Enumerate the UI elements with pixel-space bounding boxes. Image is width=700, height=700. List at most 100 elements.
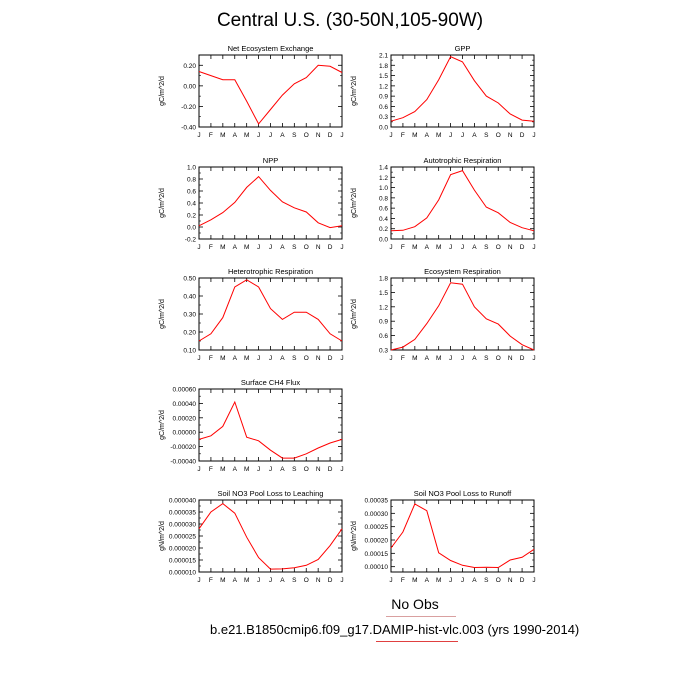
x-tick-label: O: [496, 244, 501, 251]
x-tick-label: O: [496, 355, 501, 362]
x-tick-label: J: [389, 132, 392, 139]
y-tick-label: 0.2: [379, 226, 388, 233]
x-tick-label: N: [508, 244, 513, 251]
x-tick-label: A: [233, 132, 238, 139]
x-tick-label: J: [340, 244, 343, 251]
x-tick-label: F: [209, 577, 213, 584]
y-tick-label: 0.000020: [169, 546, 196, 553]
y-axis-label: gC/m^2/d: [159, 76, 166, 106]
x-tick-label: A: [472, 132, 477, 139]
plot-frame: [198, 166, 343, 240]
legend-no-obs-label: No Obs: [391, 596, 439, 612]
plot-frame: [390, 277, 535, 351]
x-tick-label: J: [340, 132, 343, 139]
y-tick-label: 0.000015: [169, 558, 196, 565]
plot-frame: [198, 499, 343, 573]
y-tick-label: 0.000030: [169, 522, 196, 529]
x-tick-label: N: [316, 577, 321, 584]
x-tick-label: F: [209, 355, 213, 362]
x-tick-label: D: [520, 244, 525, 251]
x-tick-label: O: [304, 466, 309, 473]
y-tick-label: 0.20: [183, 63, 196, 70]
y-tick-label: 0.00030: [365, 511, 389, 518]
series-line: [198, 64, 343, 125]
x-tick-label: J: [389, 577, 392, 584]
y-tick-label: 0.6: [379, 333, 388, 340]
series-line: [390, 503, 535, 569]
x-tick-label: A: [280, 132, 285, 139]
x-tick-label: N: [508, 577, 513, 584]
x-tick-label: D: [328, 244, 333, 251]
x-tick-label: M: [436, 355, 441, 362]
x-tick-label: J: [197, 132, 200, 139]
x-tick-label: J: [449, 577, 452, 584]
panel-title: Net Ecosystem Exchange: [228, 44, 314, 53]
x-tick-label: A: [280, 466, 285, 473]
y-tick-label: 0.00020: [365, 538, 389, 545]
x-tick-label: F: [401, 132, 405, 139]
y-axis-label: gC/m^2/d: [159, 188, 166, 218]
x-tick-label: A: [233, 244, 238, 251]
series-line: [198, 279, 343, 342]
x-tick-label: M: [436, 132, 441, 139]
y-tick-label: 1.2: [379, 83, 388, 90]
x-tick-label: A: [425, 355, 430, 362]
x-tick-label: M: [412, 132, 417, 139]
x-tick-label: A: [233, 577, 238, 584]
panel-title: GPP: [455, 44, 471, 53]
x-tick-label: M: [244, 577, 249, 584]
x-tick-label: S: [484, 577, 489, 584]
panel-1: Net Ecosystem Exchange gC/m^2/d 0.20 0.00 -0…: [159, 44, 344, 139]
x-tick-label: M: [244, 244, 249, 251]
y-tick-label: 0.00035: [365, 498, 389, 505]
y-tick-label: 0.10: [183, 348, 196, 355]
panel-6: Ecosystem Respiration gC/m^2/d 1.8 1.5 1.2 0.…: [351, 267, 536, 362]
x-tick-label: J: [532, 355, 535, 362]
x-tick-label: A: [425, 132, 430, 139]
y-axis-label: gN/m^2/d: [159, 521, 166, 551]
x-tick-label: D: [328, 577, 333, 584]
x-tick-label: J: [269, 355, 272, 362]
y-tick-label: 0.00025: [365, 524, 389, 531]
y-tick-label: 0.6: [379, 104, 388, 111]
x-tick-label: J: [461, 355, 464, 362]
x-tick-label: D: [520, 132, 525, 139]
x-tick-label: F: [209, 132, 213, 139]
x-tick-label: S: [292, 244, 297, 251]
y-tick-label: 0.9: [379, 319, 388, 326]
x-tick-label: J: [257, 132, 260, 139]
x-tick-label: J: [532, 132, 535, 139]
y-axis-label: gC/m^2/d: [351, 76, 358, 106]
y-tick-label: 0.00020: [173, 415, 197, 422]
y-tick-label: 1.0: [187, 165, 196, 172]
panel-title: NPP: [263, 156, 278, 165]
series-line: [198, 502, 343, 570]
x-tick-label: D: [328, 355, 333, 362]
y-tick-label: 0.00010: [365, 564, 389, 571]
x-tick-label: F: [209, 244, 213, 251]
x-tick-label: A: [280, 355, 285, 362]
x-tick-label: D: [520, 577, 525, 584]
x-tick-label: S: [292, 466, 297, 473]
x-tick-label: J: [269, 577, 272, 584]
x-tick-label: A: [425, 244, 430, 251]
x-tick-label: M: [220, 132, 225, 139]
y-tick-label: 0.6: [379, 206, 388, 213]
y-tick-label: 0.000010: [169, 570, 196, 577]
x-tick-label: J: [449, 244, 452, 251]
x-tick-label: N: [508, 355, 513, 362]
plot-frame: [390, 54, 535, 128]
x-tick-label: D: [328, 466, 333, 473]
x-tick-label: M: [220, 577, 225, 584]
x-tick-label: N: [316, 355, 321, 362]
x-tick-label: J: [389, 355, 392, 362]
y-axis-label: gC/m^2/d: [351, 188, 358, 218]
x-tick-label: F: [401, 577, 405, 584]
y-tick-label: -0.2: [185, 237, 197, 244]
x-tick-label: J: [449, 132, 452, 139]
x-tick-label: J: [197, 577, 200, 584]
x-tick-label: A: [472, 355, 477, 362]
x-tick-label: J: [461, 132, 464, 139]
x-tick-label: J: [461, 244, 464, 251]
